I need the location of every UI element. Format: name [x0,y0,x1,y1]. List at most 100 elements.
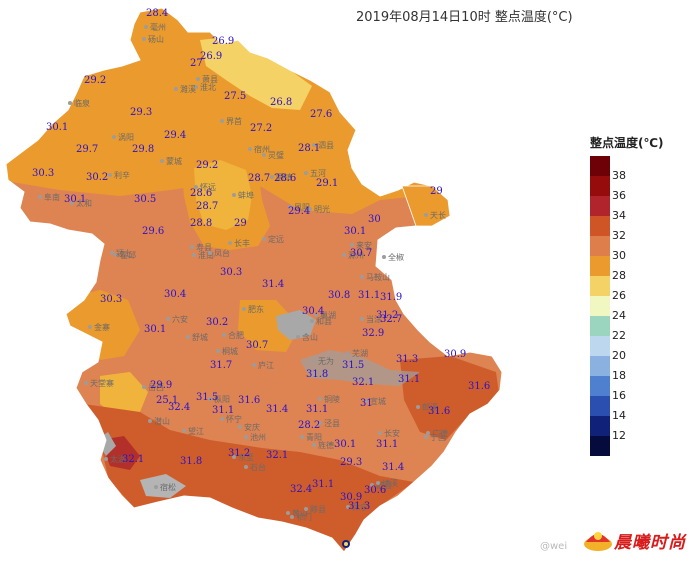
logo-mark-icon [584,532,612,551]
station-temperature: 30 [368,214,381,225]
city-marker [424,435,428,439]
city-marker [238,425,242,429]
city-label: 泾县 [324,419,340,428]
city-label: 怀宁 [226,414,242,424]
station-temperature: 32.1 [352,377,374,388]
city-marker [342,253,346,257]
city-label: 黄山 [292,508,308,518]
city-label: 天长 [430,210,446,220]
city-label: 青阳 [306,432,322,442]
station-temperature: 29.4 [164,130,186,141]
city-marker [252,363,256,367]
station-temperature: 30.3 [220,267,242,278]
city-label: 临泉 [74,98,90,108]
station-temperature: 29.2 [84,75,106,86]
legend-swatch [590,316,610,336]
city-marker [220,417,224,421]
city-marker [142,385,146,389]
city-label: 宿松 [160,482,176,492]
city-marker [84,381,88,385]
city-label: 阜南 [44,192,60,202]
station-temperature: 30.1 [64,194,86,205]
city-marker [196,77,200,81]
station-temperature: 30.3 [100,294,122,305]
city-marker [148,419,152,423]
legend-swatch [590,196,610,216]
station-temperature: 26.9 [200,51,222,62]
city-marker [318,421,322,425]
city-label: 东至 [238,452,254,462]
city-label: 无为 [318,356,334,366]
city-marker [346,505,350,509]
watermark: @wei [540,541,568,552]
city-label: 萧县 [202,74,218,84]
station-temperature: 31.6 [428,406,450,417]
city-label: 安庆 [244,422,260,432]
station-temperature: 28.7 [248,173,270,184]
station-temperature: 28.7 [196,201,218,212]
station-temperature: 30.3 [32,168,54,179]
city-marker [244,465,248,469]
station-temperature: 29.1 [316,178,338,189]
station-temperature: 31.1 [398,374,420,385]
city-label: 霍邱 [120,251,136,260]
city-marker [142,37,146,41]
city-label: 宁国 [430,432,446,442]
city-marker [312,359,316,363]
city-marker [192,253,196,257]
station-temperature: 31.6 [238,395,260,406]
station-temperature: 28.8 [190,218,212,229]
city-marker [304,507,308,511]
station-temperature: 30.1 [46,122,68,133]
city-label: 太和 [76,198,92,208]
city-label: 含山 [302,332,318,342]
station-temperature: 28.6 [190,188,212,199]
station-temperature: 30.7 [350,248,372,259]
city-label: 毫州 [150,22,166,32]
station-temperature: 27.2 [250,123,272,134]
city-label: 肥东 [248,304,264,314]
city-marker [220,119,224,123]
city-label: 潜山 [154,416,170,426]
city-label: 铜陵 [324,394,340,404]
station-temperature: 31.1 [312,479,334,490]
city-marker [288,205,292,209]
city-label: 砀山 [148,34,164,44]
city-label: 长丰 [234,238,250,248]
logo-text: 晨曦时尚 [614,533,686,553]
station-temperature: 29.7 [76,144,98,155]
station-temperature: 30.2 [86,172,108,183]
city-marker [110,251,114,255]
legend-swatch [590,236,610,256]
station-temperature: 32.4 [168,402,190,413]
city-marker [154,485,158,489]
city-marker [104,457,108,461]
legend-label: 18 [612,369,626,382]
city-marker [346,351,350,355]
city-label: 岳西 [148,382,164,392]
city-label: 石台 [250,462,266,472]
station-temperature: 27.5 [224,91,246,102]
city-marker [112,135,116,139]
legend-label: 28 [612,269,626,282]
station-temperature: 29 [234,218,247,229]
city-marker [194,185,198,189]
city-marker [190,245,194,249]
legend-label: 12 [612,429,626,442]
city-label: 祁门 [296,512,312,522]
city-marker [248,147,252,151]
city-marker [360,317,364,321]
station-temperature: 31.3 [348,501,370,512]
station-temperature: 31.3 [396,354,418,365]
station-temperature: 27 [190,58,203,69]
city-label: 灵璧 [268,150,284,160]
city-marker [376,481,380,485]
legend-swatch [590,176,610,196]
station-temperature: 30.2 [206,317,228,328]
city-marker [424,213,428,217]
legend-swatch [590,396,610,416]
city-marker [108,173,112,177]
city-marker [38,195,42,199]
city-label: 泗县 [318,141,334,150]
station-temperature: 30.1 [334,439,356,450]
